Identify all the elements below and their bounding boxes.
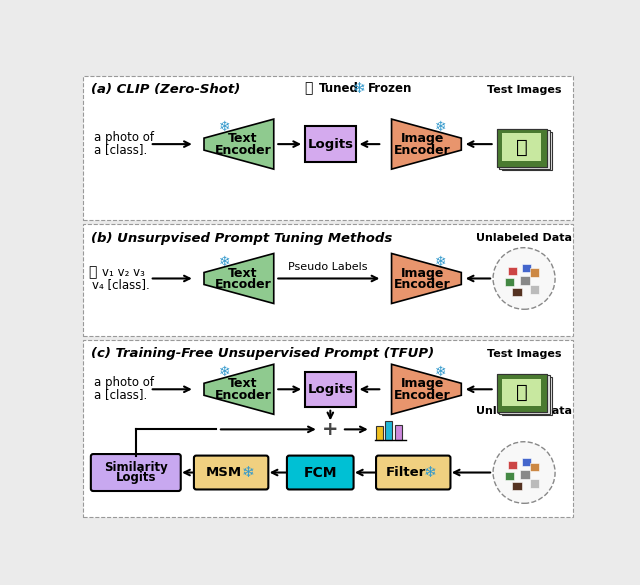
Bar (505, 472, 514, 480)
Bar (529, 463, 539, 471)
Text: 🔥: 🔥 (88, 266, 97, 279)
Bar (508, 267, 517, 276)
Bar (376, 426, 383, 440)
Text: Image: Image (401, 267, 444, 280)
Text: ❄: ❄ (435, 366, 446, 379)
Text: Text: Text (228, 377, 257, 390)
Bar (395, 425, 402, 440)
Text: Encoder: Encoder (214, 389, 271, 402)
Bar (83, 224, 573, 336)
Text: Test Images: Test Images (487, 349, 561, 359)
Bar (385, 421, 392, 440)
Bar (529, 269, 539, 277)
Circle shape (493, 442, 555, 503)
Text: Encoder: Encoder (394, 389, 451, 402)
Bar (520, 276, 529, 285)
Text: Encoder: Encoder (214, 278, 271, 291)
Text: (c) Training-Free Unsupervised Prompt (TFUP): (c) Training-Free Unsupervised Prompt (T… (91, 347, 434, 360)
Text: Logits: Logits (116, 472, 156, 484)
Bar (529, 285, 539, 294)
Bar (502, 132, 552, 170)
Bar (522, 264, 531, 273)
Text: Logits: Logits (307, 383, 353, 396)
Bar (497, 374, 547, 412)
Text: 🐕: 🐕 (516, 383, 527, 402)
Text: Pseudo Labels: Pseudo Labels (288, 261, 368, 271)
Bar (497, 129, 547, 167)
Text: ❄: ❄ (424, 465, 436, 480)
Bar (529, 480, 539, 488)
Circle shape (493, 247, 555, 309)
Bar (513, 482, 522, 490)
Text: a photo of: a photo of (94, 130, 154, 144)
Text: 🔥: 🔥 (305, 82, 313, 96)
Polygon shape (392, 364, 461, 414)
Polygon shape (204, 364, 274, 414)
Text: Tuned: Tuned (319, 82, 358, 95)
Bar (497, 374, 547, 412)
Text: v₄ [class].: v₄ [class]. (92, 278, 150, 291)
Text: (b) Unsurpvised Prompt Tuning Methods: (b) Unsurpvised Prompt Tuning Methods (91, 232, 392, 245)
Text: Frozen: Frozen (368, 82, 413, 95)
FancyBboxPatch shape (376, 456, 451, 490)
Text: a [class].: a [class]. (94, 143, 147, 156)
Text: ❄: ❄ (435, 120, 446, 134)
Text: a photo of: a photo of (94, 376, 154, 389)
Text: ❄: ❄ (242, 465, 255, 480)
Bar (305, 126, 356, 162)
Text: Text: Text (228, 267, 257, 280)
Polygon shape (204, 119, 274, 169)
Bar (508, 461, 517, 469)
Text: ❄: ❄ (219, 254, 231, 269)
FancyBboxPatch shape (91, 454, 180, 491)
Text: Encoder: Encoder (394, 144, 451, 157)
FancyBboxPatch shape (194, 456, 268, 490)
Text: Text: Text (228, 132, 257, 145)
Text: Unlabeled Data: Unlabeled Data (476, 233, 572, 243)
Text: Image: Image (401, 377, 444, 390)
Polygon shape (392, 119, 461, 169)
Text: Unlabeled Data: Unlabeled Data (476, 405, 572, 415)
Text: Encoder: Encoder (394, 278, 451, 291)
Polygon shape (392, 253, 461, 304)
Text: 🐕: 🐕 (516, 137, 527, 157)
Text: Logits: Logits (307, 137, 353, 150)
Bar (502, 377, 552, 415)
Text: (a) CLIP (Zero-Shot): (a) CLIP (Zero-Shot) (91, 83, 240, 97)
Text: +: + (322, 420, 339, 439)
Text: ❄: ❄ (435, 254, 446, 269)
Text: ❄: ❄ (353, 81, 365, 96)
Polygon shape (204, 253, 274, 304)
Bar (497, 129, 547, 167)
Text: a [class].: a [class]. (94, 388, 147, 401)
Bar (513, 288, 522, 296)
Text: v₁ v₂ v₃: v₁ v₂ v₃ (102, 266, 145, 279)
Bar (522, 458, 531, 466)
FancyBboxPatch shape (287, 456, 353, 490)
Bar (520, 470, 529, 479)
Text: ❄: ❄ (219, 366, 231, 379)
Bar (505, 278, 514, 286)
Text: Filter: Filter (385, 466, 426, 479)
Text: Test Images: Test Images (487, 85, 561, 95)
Bar (502, 378, 541, 406)
Bar (502, 133, 541, 161)
Text: ❄: ❄ (219, 120, 231, 134)
Bar (83, 340, 573, 517)
Text: Image: Image (401, 132, 444, 145)
Text: Similarity: Similarity (104, 460, 168, 474)
Text: FCM: FCM (303, 466, 337, 480)
Bar (499, 376, 550, 414)
Bar (499, 130, 550, 168)
Bar (83, 75, 573, 221)
Text: MSM: MSM (205, 466, 241, 479)
Text: Encoder: Encoder (214, 144, 271, 157)
Bar (305, 371, 356, 407)
